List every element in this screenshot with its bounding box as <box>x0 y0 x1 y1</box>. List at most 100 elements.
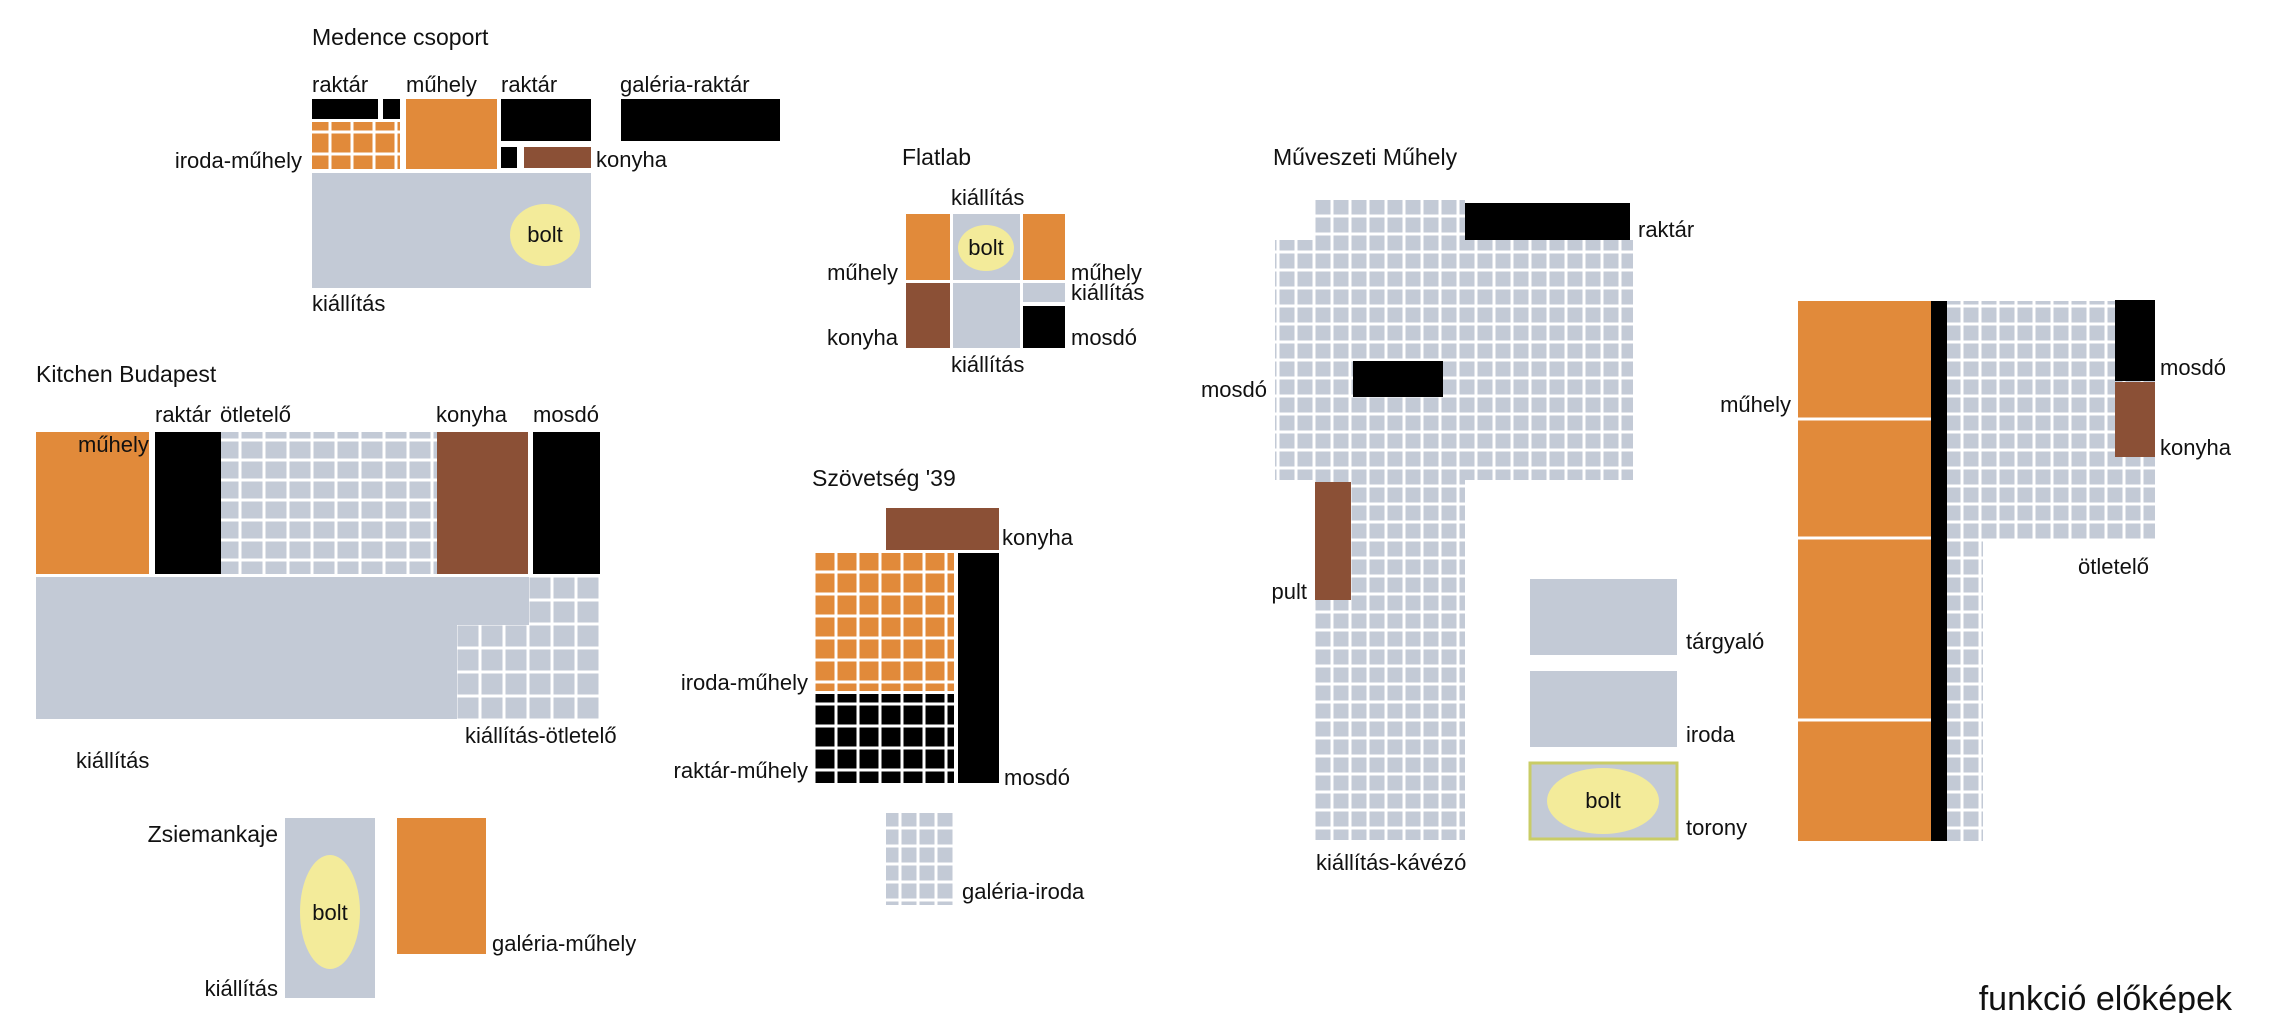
kitchen-konyha-block <box>437 432 528 574</box>
medence-iroda-grid <box>312 122 400 169</box>
muveszeti-kiallitas-label: kiállítás-kávézó <box>1316 850 1466 875</box>
kitchen-otletelo2-grid <box>529 577 601 625</box>
medence-muhely-block <box>406 99 497 169</box>
zsiemankaje-galeria-block <box>397 818 486 954</box>
kitchen-kiallitas-label: kiállítás <box>76 748 149 773</box>
kitchen-kiallitas-block <box>36 577 529 719</box>
flatlab-kiallitas-block <box>953 283 1020 348</box>
right-column-grid <box>1947 541 1983 841</box>
right-mosdo-block <box>2115 300 2155 381</box>
legend-bolt-label: bolt <box>1585 788 1620 813</box>
szovetseg-iroda-label: iroda-műhely <box>681 670 808 695</box>
group-szovetseg: Szövetség '39 konyha iroda-műhely raktár… <box>674 465 1085 905</box>
kitchen-muhely-label: műhely <box>78 432 149 457</box>
medence-title: Medence csoport <box>312 24 489 50</box>
group-zsiemankaje: Zsiemankaje bolt galéria-műhely kiállítá… <box>148 818 636 1001</box>
right-muhely-block <box>1798 301 1931 841</box>
group-kitchen: Kitchen Budapest raktár ötletelő konyha … <box>36 361 617 773</box>
medence-muhely-label: műhely <box>406 72 477 97</box>
muveszeti-top-grid <box>1315 200 1465 240</box>
medence-galeria-block <box>621 99 780 141</box>
group-right: műhely mosdó konyha ötletelő <box>1720 300 2232 841</box>
flatlab-konyha-block <box>906 283 950 348</box>
muveszeti-mosdo-label: mosdó <box>1201 377 1267 402</box>
medence-small-block <box>501 147 517 168</box>
flatlab-mosdo-label: mosdó <box>1071 325 1137 350</box>
kitchen-otletelo-grid <box>221 432 437 574</box>
flatlab-kiallitas-bottom-label: kiállítás <box>951 352 1024 377</box>
szovetseg-iroda-grid <box>814 553 954 691</box>
flatlab-muhely-right-label: műhely <box>1071 260 1142 285</box>
zsiemankaje-galeria-label: galéria-műhely <box>492 931 636 956</box>
medence-galeria-label: galéria-raktár <box>620 72 750 97</box>
szovetseg-galeria-grid <box>886 813 954 905</box>
flatlab-kiallitas-right-label: kiállítás <box>1071 280 1144 305</box>
zsiemankaje-bolt-label: bolt <box>312 900 347 925</box>
flatlab-mosdo-block <box>1023 306 1065 348</box>
right-otletelo-label: ötletelő <box>2078 554 2149 579</box>
muveszeti-raktar-label: raktár <box>1638 217 1694 242</box>
medence-konyha-block <box>524 147 591 168</box>
flatlab-title: Flatlab <box>902 144 971 170</box>
szovetseg-raktar-grid <box>814 694 954 783</box>
szovetseg-galeria-label: galéria-iroda <box>962 879 1085 904</box>
flatlab-muhely-left-label: műhely <box>827 260 898 285</box>
kitchen-title: Kitchen Budapest <box>36 361 217 387</box>
muveszeti-raktar-block <box>1465 203 1630 240</box>
right-konyha-block <box>2115 382 2155 457</box>
kitchen-raktar-block <box>155 432 221 574</box>
szovetseg-mosdo-label: mosdó <box>1004 765 1070 790</box>
medence-raktar1-label: raktár <box>312 72 368 97</box>
zsiemankaje-bolt-ellipse <box>300 855 360 969</box>
flatlab-bolt-ellipse <box>958 225 1014 271</box>
flatlab-muhely-right-block <box>1023 214 1065 280</box>
legend-targyalo-block <box>1530 579 1677 655</box>
medence-raktar1b-block <box>383 99 400 119</box>
group-flatlab: Flatlab kiállítás bolt műhely műhely kiá… <box>827 144 1144 377</box>
kitchen-kiallitas-otletelo-label: kiállítás-ötletelő <box>465 723 617 748</box>
medence-kiallitas-label: kiállítás <box>312 291 385 316</box>
muveszeti-mosdo-block <box>1353 361 1443 397</box>
footer-caption: funkció előképek <box>1979 980 2233 1013</box>
right-konyha-label: konyha <box>2160 435 2232 460</box>
medence-raktar1-block <box>312 99 378 119</box>
zsiemankaje-kiallitas-label: kiállítás <box>205 976 278 1001</box>
group-legend: tárgyaló iroda bolt torony <box>1528 579 1764 841</box>
legend-iroda-label: iroda <box>1686 722 1736 747</box>
kitchen-konyha-label: konyha <box>436 402 508 427</box>
zsiemankaje-title: Zsiemankaje <box>148 821 278 847</box>
right-mosdo-label: mosdó <box>2160 355 2226 380</box>
legend-iroda-block <box>1530 671 1677 747</box>
muveszeti-pult-block <box>1315 482 1351 600</box>
flatlab-muhely-left-block <box>906 214 950 280</box>
legend-torony-label: torony <box>1686 815 1747 840</box>
flatlab-konyha-label: konyha <box>827 325 899 350</box>
group-muveszeti: Műveszeti Műhely raktár mosdó pult kiáll… <box>1201 144 1694 875</box>
flatlab-kiallitas-top-label: kiállítás <box>951 185 1024 210</box>
medence-bolt-label: bolt <box>527 222 562 247</box>
medence-bolt-ellipse <box>510 204 580 266</box>
szovetseg-mosdo-block <box>958 553 999 783</box>
right-top-grid <box>1947 301 2115 541</box>
kitchen-mosdo-block <box>533 432 600 574</box>
right-muhely-label: műhely <box>1720 392 1791 417</box>
group-medence: Medence csoport raktár műhely raktár gal… <box>175 24 780 316</box>
flatlab-bolt-label: bolt <box>968 235 1003 260</box>
legend-targyalo-label: tárgyaló <box>1686 629 1764 654</box>
szovetseg-raktar-label: raktár-műhely <box>674 758 808 783</box>
kitchen-otletelo-label: ötletelő <box>220 402 291 427</box>
muveszeti-main-grid <box>1275 240 1633 480</box>
szovetseg-konyha-label: konyha <box>1002 525 1074 550</box>
kitchen-muhely-block <box>36 432 149 574</box>
muveszeti-pult-label: pult <box>1272 579 1307 604</box>
right-wall-block <box>1931 301 1947 841</box>
kitchen-mosdo-label: mosdó <box>533 402 599 427</box>
muveszeti-title: Műveszeti Műhely <box>1273 144 1458 170</box>
kitchen-raktar-label: raktár <box>155 402 211 427</box>
szovetseg-title: Szövetség '39 <box>812 465 956 491</box>
medence-iroda-label: iroda-műhely <box>175 148 302 173</box>
medence-raktar2-block <box>501 99 591 141</box>
flatlab-kiallitas-right-block <box>1023 283 1065 302</box>
kitchen-kiallitas-otletelo-grid <box>457 625 601 719</box>
